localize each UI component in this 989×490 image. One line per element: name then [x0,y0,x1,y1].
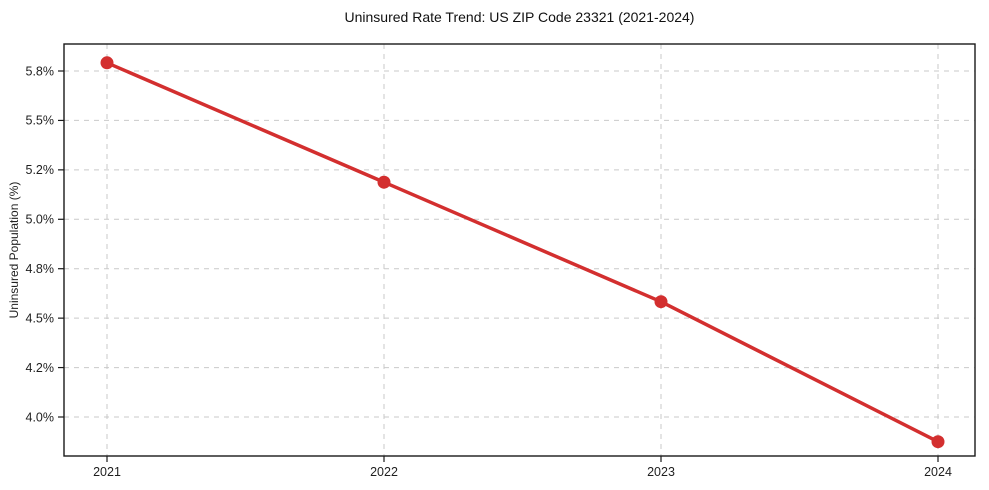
data-point-2023 [654,295,668,309]
y-tick-label: 4.8% [26,262,55,276]
x-tick-label: 2022 [370,465,398,479]
trend-line [105,61,940,444]
y-tick-label: 5.8% [26,64,55,78]
y-tick-label: 4.5% [26,311,55,325]
x-tick-label: 2023 [647,465,675,479]
chart-title: Uninsured Rate Trend: US ZIP Code 23321 … [344,9,695,25]
data-point-2022 [377,175,391,189]
data-point-2024 [931,435,945,449]
x-tick-label: 2024 [924,465,952,479]
axes-border [63,43,976,457]
x-tick-label: 2021 [93,465,121,479]
data-point-2021 [100,56,114,70]
y-tick-label: 5.0% [26,213,55,227]
y-tick-label: 4.2% [26,361,55,375]
y-tick-label: 5.5% [26,114,55,128]
y-tick-label: 4.0% [26,410,55,424]
y-tick-label: 5.2% [26,163,55,177]
